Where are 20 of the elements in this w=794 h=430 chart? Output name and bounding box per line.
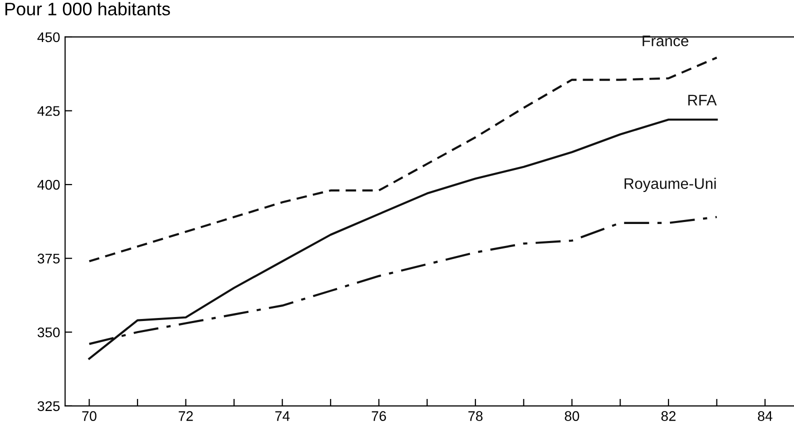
y-tick-label: 325 [38, 401, 60, 412]
x-tick-label: 74 [275, 411, 290, 421]
x-tick-label: 82 [661, 411, 676, 421]
x-tick-label: 78 [468, 411, 483, 421]
x-tick-label: 70 [82, 411, 96, 421]
series-label: RFA [688, 94, 717, 106]
series-label: Royaume-Uni [624, 178, 716, 192]
chart-title: Pour 1 000 habitants [5, 2, 170, 16]
series-label: France [642, 36, 688, 46]
y-tick-label: 350 [38, 327, 60, 338]
x-tick-label: 76 [372, 411, 386, 421]
y-tick-label: 375 [38, 254, 60, 264]
y-tick-label: 400 [37, 180, 60, 190]
line-series [88, 118, 718, 360]
x-tick-label: 80 [564, 411, 580, 421]
x-tick-label: 84 [758, 411, 772, 421]
line-series [88, 56, 718, 262]
y-tick-label: 425 [37, 106, 60, 116]
y-tick-label: 450 [37, 32, 60, 42]
x-tick-label: 72 [178, 411, 193, 421]
